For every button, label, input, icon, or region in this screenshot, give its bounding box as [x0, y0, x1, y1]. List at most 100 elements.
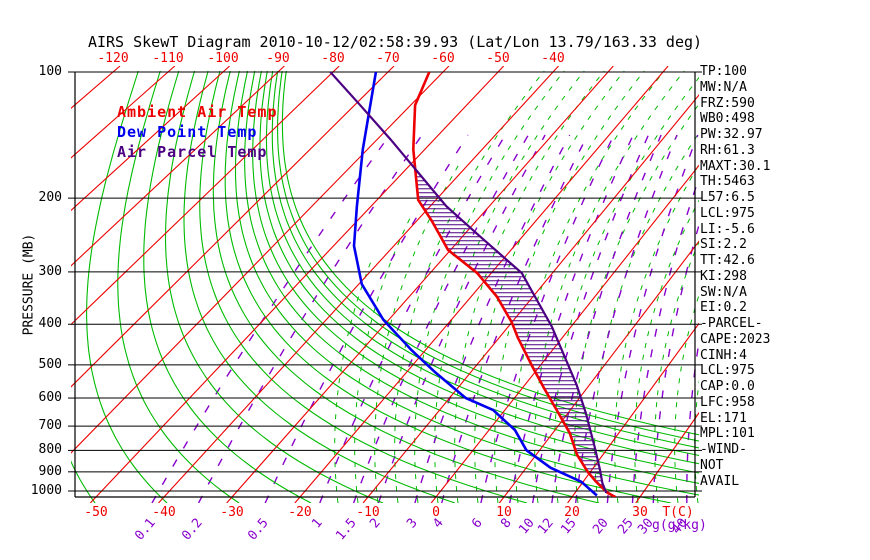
panel-line: MW:N/A [700, 79, 747, 95]
isotherm-line [294, 66, 669, 503]
isotherm-line [158, 66, 559, 503]
moist-adiabat-line [534, 70, 685, 503]
pressure-tick: 800 [38, 442, 62, 458]
mixing-ratio-line [197, 134, 423, 503]
pressure-tick: 600 [38, 390, 62, 406]
mixing-ratio-line [532, 134, 650, 503]
panel-line: NOT [700, 457, 724, 473]
legend-item: Dew Point Temp [117, 123, 258, 141]
isotherm-line [498, 240, 699, 503]
pressure-tick: 300 [38, 263, 62, 279]
isotherm-line [71, 66, 176, 159]
panel-line: PW:32.97 [700, 127, 763, 142]
moist-adiabat-line [414, 70, 565, 503]
panel-line: TH:5463 [700, 174, 755, 190]
panel-line: -PARCEL- [700, 316, 763, 331]
panel-line: LI:-5.6 [700, 221, 755, 237]
curve-ambient-air-temp [411, 72, 617, 497]
isotherm-line [430, 164, 699, 503]
dry-adiabat-line [143, 70, 312, 503]
panel-line: CAP:0.0 [700, 379, 755, 394]
moist-adiabat-line [394, 70, 545, 503]
panel-line: SI:2.2 [700, 237, 747, 253]
panel-line: LCL:975 [700, 363, 755, 379]
curve-air-parcel-temp [329, 72, 608, 494]
temp-axis-unit: T(C) [662, 505, 694, 520]
dry-adiabat-line [265, 70, 699, 457]
top-axis-tick: -100 [207, 51, 239, 66]
bottom-temp-tick: -10 [356, 505, 380, 520]
cape-hatch-area [415, 172, 604, 486]
moist-adiabat-line [654, 240, 699, 503]
panel-line: LCL:975 [700, 205, 755, 221]
grid-layer [68, 71, 702, 498]
moist-adiabat-line [674, 293, 699, 503]
panel-line: SW:N/A [700, 284, 747, 300]
pressure-tick: 500 [38, 356, 62, 372]
panel-line: -WIND- [700, 442, 747, 457]
panel-line: RH:61.3 [700, 142, 755, 158]
moist-adiabat-line [614, 163, 699, 503]
bottom-temp-tick: 30 [632, 505, 648, 520]
mixing-ratio-line [151, 134, 391, 503]
chart-title: AIRS SkewT Diagram 2010-10-12/02:58:39.9… [87, 33, 703, 51]
curve-dew-point-temp [352, 72, 598, 497]
isotherm-line [71, 66, 230, 212]
panel-line: WB0:498 [700, 111, 755, 127]
mixing-ratio-line [377, 134, 546, 503]
dry-adiabat-line [224, 70, 672, 503]
panel-line: CINH:4 [700, 347, 747, 363]
moist-adiabat-line [454, 70, 605, 503]
isotherm-line [635, 411, 699, 503]
pressure-tick: 900 [38, 463, 62, 479]
legend-item: Air Parcel Temp [117, 143, 268, 161]
bottom-temp-tick: -40 [152, 505, 176, 520]
panel-line: LFC:958 [700, 394, 755, 410]
mixing-ratio-line [414, 134, 571, 503]
mixing-ratio-line [480, 134, 615, 503]
dry-adiabat-line [117, 70, 240, 503]
top-axis-tick: -50 [486, 51, 510, 66]
panel-line: TP:100 [700, 64, 747, 79]
panel-line: CAPE:2023 [700, 331, 771, 347]
dry-adiabat-line [86, 70, 168, 503]
panel-line: TT:42.6 [700, 253, 755, 268]
panel-line: EL:171 [700, 410, 747, 426]
dry-adiabat-line [244, 70, 699, 484]
pressure-axis-label: PRESSURE (MB) [21, 233, 37, 336]
mixing-ratio-line [319, 134, 506, 503]
moist-adiabat-line [594, 131, 699, 503]
dry-adiabat-line [199, 70, 528, 503]
pressure-tick: 200 [38, 190, 62, 206]
mixing-axis-unit: g(g/kg) [652, 518, 707, 533]
pressure-tick: 100 [38, 64, 62, 79]
moist-adiabat-line [354, 214, 412, 503]
moist-adiabat-line [474, 70, 625, 503]
panel-line: MPL:101 [700, 426, 755, 442]
panel-line: KI:298 [700, 268, 747, 284]
panel-line: EI:0.2 [700, 300, 747, 316]
moist-adiabat-line [434, 70, 585, 503]
panel-line: L57:6.5 [700, 190, 755, 205]
pressure-tick: 400 [38, 316, 62, 332]
top-axis-tick: -120 [97, 51, 129, 66]
top-axis-tick: -60 [431, 51, 455, 66]
dry-adiabat-line [252, 70, 699, 474]
panel-line: FRZ:590 [700, 95, 755, 111]
dry-adiabat-line [212, 70, 600, 503]
top-axis-tick: -40 [541, 51, 565, 66]
top-axis-tick: -90 [266, 51, 290, 66]
bottom-temp-tick: -20 [288, 505, 312, 520]
mixing-ratio-line [575, 134, 678, 503]
bottom-temp-tick: 20 [564, 505, 580, 520]
pressure-tick: 1000 [30, 483, 62, 498]
isotherm-line [226, 66, 614, 503]
bottom-temp-tick: 10 [496, 505, 512, 520]
top-axis-tick: -110 [152, 51, 184, 66]
mixing-ratio-line [264, 134, 469, 503]
top-axis-tick: -70 [376, 51, 400, 66]
isotherm-line [362, 94, 699, 503]
isotherm-line [71, 66, 121, 109]
moist-adiabat-line [574, 103, 699, 503]
mixing-ratio-line [509, 134, 634, 503]
